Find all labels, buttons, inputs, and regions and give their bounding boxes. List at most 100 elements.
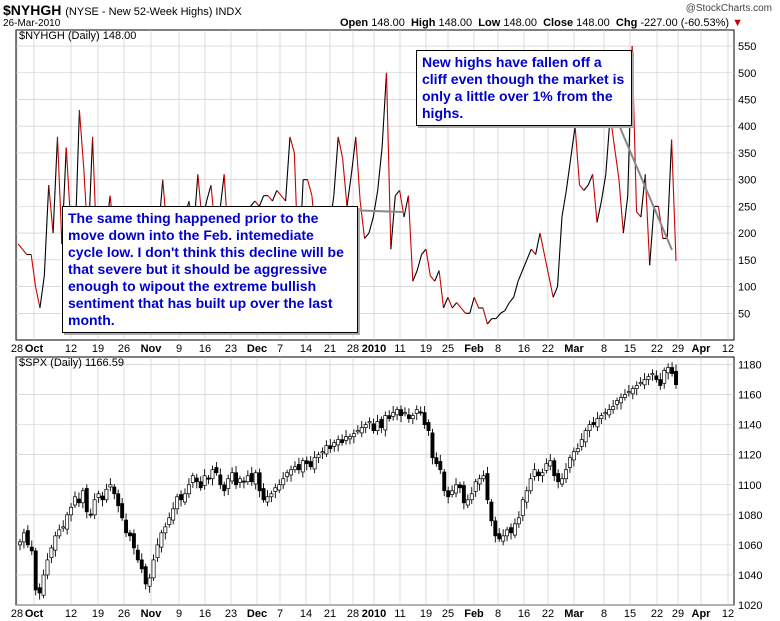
panel1-label: $NYHGH (Daily) 148.00 — [19, 30, 137, 42]
spx-candle-body — [505, 529, 510, 537]
nyhgh-segment — [368, 216, 374, 234]
spx-candle-body — [45, 559, 50, 576]
nyhgh-segment — [451, 302, 458, 309]
x-tick-label: 7 — [277, 608, 283, 620]
nyhgh-segment — [530, 248, 537, 255]
x-tick-label: 28 — [11, 343, 23, 355]
nyhgh-segment — [364, 232, 370, 239]
y-tick-label: 50 — [738, 308, 750, 320]
chart-symbol: $NYHGH (NYSE - New 52-Week Highs) INDX — [3, 2, 242, 18]
x-tick-label: Mar — [564, 608, 584, 620]
spx-candle-body — [265, 496, 270, 503]
spx-candle-body — [159, 532, 164, 548]
spx-candle-body — [351, 433, 356, 438]
x-tick-label: 16 — [518, 343, 530, 355]
nyhgh-segment — [583, 184, 589, 191]
spx-candle-body — [516, 517, 521, 525]
spx-candle-body — [662, 370, 667, 384]
spx-candle-body — [257, 472, 262, 492]
nyhgh-segment — [504, 302, 510, 311]
spx-candle-body — [293, 466, 297, 471]
y-tick-label: 1140 — [738, 420, 762, 432]
spx-candle-body — [269, 493, 274, 498]
spx-candle-body — [84, 488, 89, 513]
spx-candle-body — [599, 415, 604, 419]
x-tick-label: 29 — [672, 343, 684, 355]
nyhgh-segment — [258, 195, 265, 207]
x-tick-label: 8 — [495, 343, 501, 355]
nyhgh-segment — [565, 158, 572, 191]
spx-candle-body — [120, 503, 125, 519]
x-tick-label: 2010 — [362, 343, 386, 355]
spx-candle-body — [57, 529, 62, 537]
spx-candle-body — [151, 559, 156, 579]
spx-candle-body — [446, 490, 451, 498]
spx-candle-body — [450, 490, 455, 495]
x-tick-label: 22 — [542, 343, 554, 355]
nyhgh-segment — [587, 174, 594, 186]
spx-candle-body — [41, 574, 46, 596]
nyhgh-segment — [416, 254, 423, 271]
spx-candle-body — [524, 490, 529, 503]
nyhgh-segment — [17, 243, 23, 250]
nyhgh-segment — [438, 270, 445, 308]
nyhgh-segment — [622, 195, 629, 234]
spx-candle-body — [477, 478, 482, 485]
spx-candle-body — [481, 475, 486, 480]
x-tick-label: 19 — [420, 343, 432, 355]
spx-candle-body — [245, 475, 250, 483]
spx-candle-body — [395, 409, 400, 416]
nyhgh-segment — [447, 297, 453, 309]
spx-candle-body — [666, 367, 671, 374]
spx-candle-body — [658, 379, 663, 386]
x-tick-label: Nov — [141, 608, 163, 620]
x-tick-label: 12 — [65, 608, 77, 620]
x-tick-label: 21 — [324, 608, 336, 620]
nyhgh-segment — [535, 232, 541, 255]
x-tick-label: 22 — [651, 608, 663, 620]
spx-candle-body — [454, 484, 458, 494]
x-tick-label: 29 — [672, 608, 684, 620]
spx-candle-body — [92, 499, 97, 516]
nyhgh-segment — [306, 179, 313, 196]
x-tick-label: 2010 — [362, 608, 386, 620]
spx-candle-body — [497, 533, 502, 540]
nyhgh-segment — [421, 248, 427, 255]
y-tick-label: 100 — [738, 282, 756, 294]
y-tick-label: 1160 — [738, 390, 762, 402]
spx-candle-body — [179, 494, 184, 501]
nyhgh-segment — [460, 307, 466, 314]
spx-candle-body — [253, 472, 258, 485]
nyhgh-segment — [473, 297, 480, 309]
spx-candle-body — [18, 541, 22, 546]
spx-candle-body — [418, 411, 423, 414]
nyhgh-segment — [429, 275, 436, 282]
panel2-label: $SPX (Daily) 1166.59 — [19, 357, 124, 369]
x-tick-label: 11 — [394, 343, 405, 355]
nyhgh-segment — [30, 254, 37, 287]
y-tick-label: 350 — [738, 148, 756, 160]
spx-candle-body — [383, 415, 388, 431]
nyhgh-segment — [561, 190, 567, 218]
spx-candle-body — [458, 484, 462, 489]
nyhgh-segment — [539, 232, 545, 255]
x-tick-label: 19 — [420, 608, 432, 620]
x-tick-label: 23 — [225, 608, 237, 620]
nyhgh-segment — [636, 211, 642, 218]
nyhgh-segment — [355, 136, 361, 202]
x-tick-label: 8 — [601, 343, 607, 355]
spx-candle-body — [273, 487, 278, 492]
spx-candle-body — [540, 472, 545, 477]
nyhgh-segment — [508, 296, 515, 303]
nyhgh-segment — [574, 126, 581, 186]
nyhgh-segment — [513, 281, 519, 298]
spx-candle-body — [167, 517, 172, 525]
spx-candle-body — [465, 499, 470, 506]
spx-candle-body — [512, 523, 517, 536]
spx-candle-body — [230, 472, 235, 482]
spx-candle-body — [670, 367, 675, 374]
nyhgh-segment — [381, 72, 388, 148]
spx-candle-body — [564, 469, 568, 480]
spx-candle-body — [108, 484, 113, 488]
x-tick-label: 22 — [651, 343, 663, 355]
